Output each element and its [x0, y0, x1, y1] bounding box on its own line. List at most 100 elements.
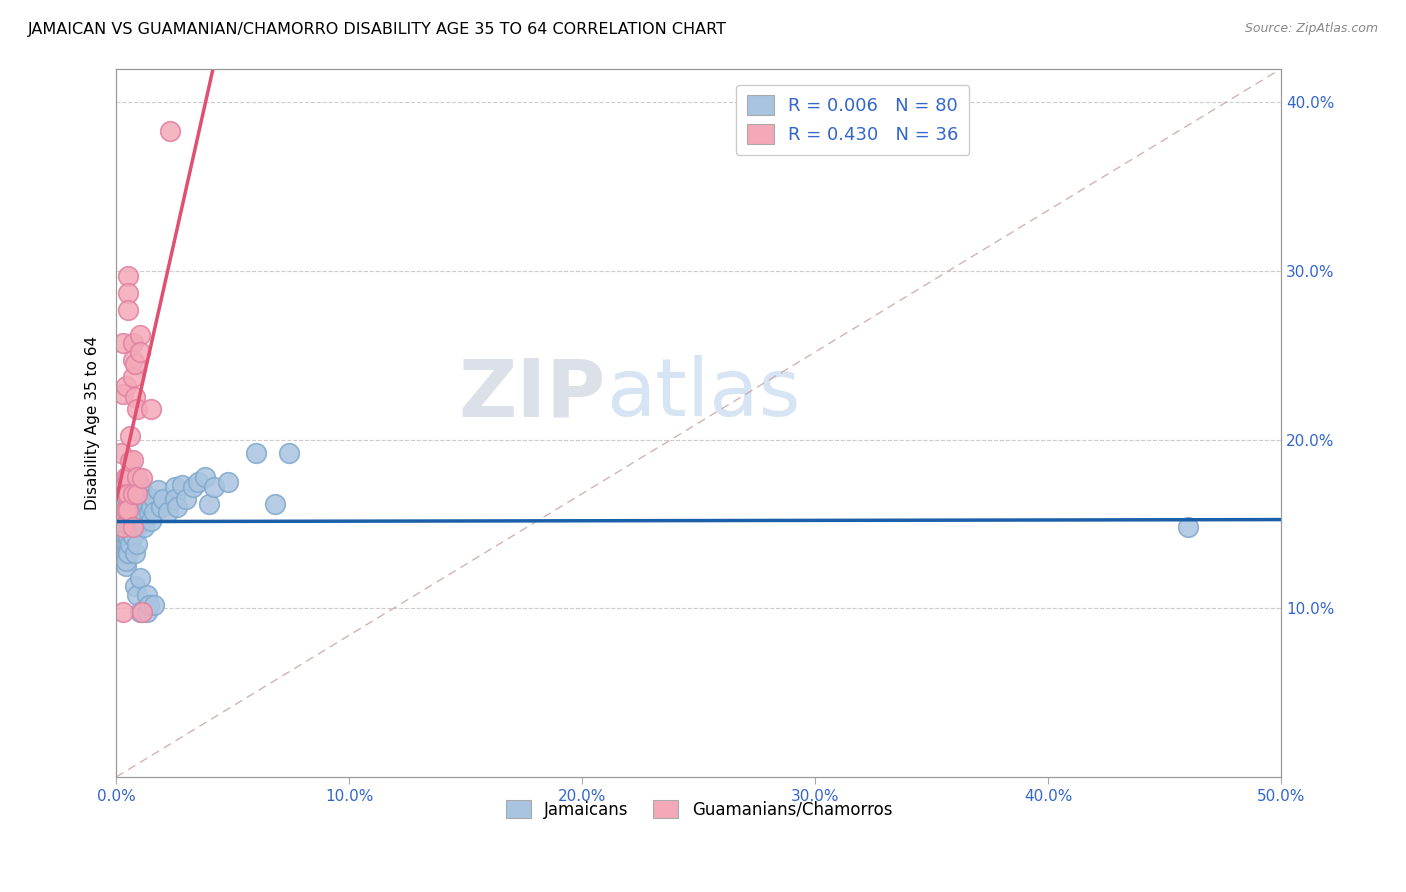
Point: [131, 471, 153, 485]
Point: [120, 503, 142, 517]
Point: [202, 480, 225, 494]
Point: [112, 520, 135, 534]
Point: [112, 605, 135, 619]
Point: [127, 402, 149, 417]
Point: [141, 514, 163, 528]
Point: [141, 500, 163, 514]
Point: [135, 605, 157, 619]
Text: ZIP: ZIP: [458, 355, 606, 434]
Point: [117, 545, 139, 559]
Point: [114, 530, 136, 544]
Point: [114, 537, 136, 551]
Point: [117, 497, 139, 511]
Point: [121, 529, 143, 543]
Point: [134, 520, 156, 534]
Point: [142, 505, 165, 519]
Point: [112, 336, 135, 351]
Point: [121, 370, 143, 384]
Point: [117, 285, 139, 300]
Point: [149, 500, 172, 514]
Point: [121, 512, 143, 526]
Point: [121, 529, 143, 543]
Point: [127, 520, 149, 534]
Point: [112, 480, 135, 494]
Point: [110, 446, 132, 460]
Point: [114, 500, 136, 514]
Point: [163, 480, 186, 494]
Point: [121, 486, 143, 500]
Point: [117, 520, 139, 534]
Point: [121, 452, 143, 467]
Point: [128, 478, 150, 492]
Point: [152, 491, 174, 506]
Point: [124, 480, 146, 494]
Point: [128, 491, 150, 506]
Point: [120, 537, 142, 551]
Point: [127, 537, 149, 551]
Point: [117, 486, 139, 500]
Point: [138, 598, 160, 612]
Point: [124, 357, 146, 371]
Point: [198, 497, 221, 511]
Point: [124, 391, 146, 405]
Point: [181, 480, 204, 494]
Point: [124, 488, 146, 502]
Point: [148, 483, 170, 498]
Y-axis label: Disability Age 35 to 64: Disability Age 35 to 64: [86, 335, 100, 509]
Point: [114, 559, 136, 574]
Point: [135, 588, 157, 602]
Text: Source: ZipAtlas.com: Source: ZipAtlas.com: [1244, 22, 1378, 36]
Point: [121, 520, 143, 534]
Point: [117, 514, 139, 528]
Point: [114, 554, 136, 568]
Point: [135, 497, 157, 511]
Point: [131, 500, 153, 514]
Point: [120, 454, 142, 468]
Point: [120, 520, 142, 534]
Point: [166, 500, 188, 514]
Point: [112, 520, 135, 534]
Point: [120, 491, 142, 506]
Point: [128, 605, 150, 619]
Point: [131, 483, 153, 498]
Point: [114, 469, 136, 483]
Text: atlas: atlas: [606, 355, 800, 434]
Point: [142, 491, 165, 506]
Point: [124, 507, 146, 521]
Point: [128, 328, 150, 343]
Point: [263, 497, 285, 511]
Point: [127, 505, 149, 519]
Point: [112, 547, 135, 561]
Point: [112, 387, 135, 401]
Point: [245, 446, 267, 460]
Point: [121, 353, 143, 368]
Point: [1177, 520, 1199, 534]
Point: [159, 124, 181, 138]
Point: [124, 579, 146, 593]
Text: JAMAICAN VS GUAMANIAN/CHAMORRO DISABILITY AGE 35 TO 64 CORRELATION CHART: JAMAICAN VS GUAMANIAN/CHAMORRO DISABILIT…: [28, 22, 727, 37]
Point: [187, 475, 209, 489]
Legend: Jamaicans, Guamanians/Chamorros: Jamaicans, Guamanians/Chamorros: [499, 793, 898, 825]
Point: [120, 520, 142, 534]
Point: [112, 533, 135, 548]
Point: [170, 478, 193, 492]
Point: [134, 491, 156, 506]
Point: [128, 500, 150, 514]
Point: [117, 503, 139, 517]
Point: [156, 505, 179, 519]
Point: [117, 529, 139, 543]
Point: [112, 508, 135, 523]
Point: [141, 402, 163, 417]
Point: [117, 505, 139, 519]
Point: [128, 344, 150, 359]
Point: [114, 486, 136, 500]
Point: [194, 469, 217, 483]
Point: [128, 571, 150, 585]
Point: [131, 605, 153, 619]
Point: [127, 588, 149, 602]
Point: [120, 505, 142, 519]
Point: [114, 503, 136, 517]
Point: [127, 469, 149, 483]
Point: [142, 598, 165, 612]
Point: [114, 378, 136, 392]
